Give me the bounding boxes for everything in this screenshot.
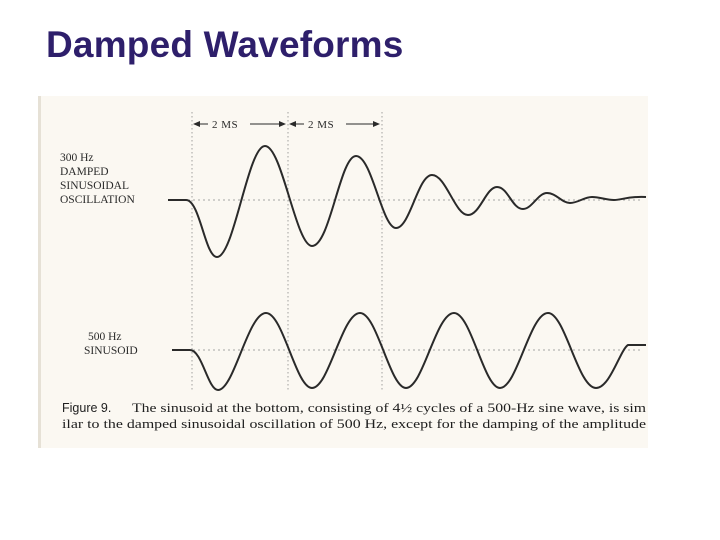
caption-line-2: ilar to the damped sinusoidal oscillatio… — [62, 417, 647, 431]
bottom-wave-label: 500 Hz SINUSOID — [84, 331, 138, 357]
bottom-wave-label-line: SINUSOID — [84, 345, 138, 357]
caption-line-1: The sinusoid at the bottom, consisting o… — [132, 401, 646, 415]
top-wave-label-line: OSCILLATION — [60, 194, 135, 206]
scale-bar-right — [289, 121, 380, 127]
scanned-figure — [38, 96, 648, 448]
damped-waveform — [168, 144, 647, 259]
scale-label-left: 2 MS — [212, 119, 238, 131]
top-wave-label-line: SINUSOIDAL — [60, 180, 129, 192]
sinusoid-waveform — [172, 311, 646, 392]
top-wave-label-line: DAMPED — [60, 166, 109, 178]
scale-label-right: 2 MS — [308, 119, 334, 131]
bottom-wave-label-line: 500 Hz — [88, 331, 122, 343]
scan-border — [38, 96, 41, 448]
scale-bar-left — [193, 121, 286, 127]
slide-title: Damped Waveforms — [46, 24, 404, 65]
top-wave-label-line: 300 Hz — [60, 152, 94, 164]
top-wave-label: 300 Hz DAMPED SINUSOIDAL OSCILLATION — [60, 152, 135, 206]
caption-label: Figure 9. — [62, 401, 111, 415]
